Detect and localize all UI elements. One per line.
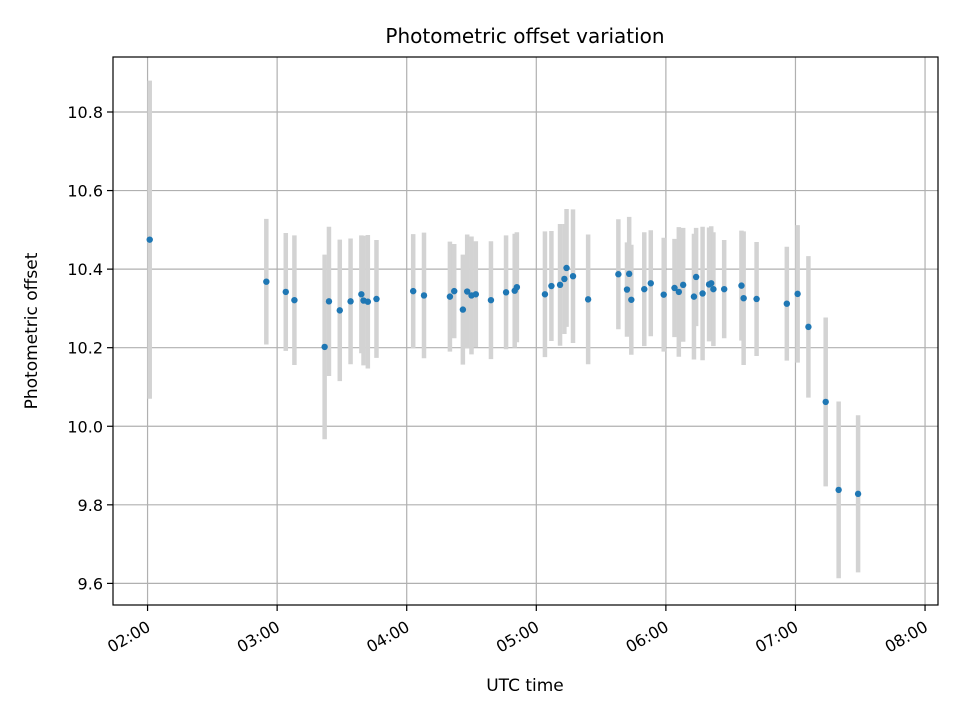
data-point <box>336 307 343 314</box>
data-point <box>641 285 648 293</box>
chart-title: Photometric offset variation <box>385 24 664 48</box>
data-point <box>699 290 706 297</box>
y-tick-label: 10.8 <box>67 103 103 122</box>
data-point <box>822 398 829 406</box>
data-point <box>675 288 683 296</box>
data-point <box>420 292 428 299</box>
data-point <box>584 296 592 303</box>
y-tick-label: 10.0 <box>67 417 103 436</box>
data-point <box>373 295 380 303</box>
data-point <box>358 291 365 298</box>
data-point <box>146 236 153 243</box>
data-point <box>625 270 633 278</box>
data-point <box>690 293 698 300</box>
data-point <box>794 290 801 298</box>
y-tick-label: 10.4 <box>67 260 103 279</box>
data-point <box>472 291 480 298</box>
data-point <box>615 271 622 278</box>
data-point <box>541 291 549 298</box>
x-axis-title: UTC time <box>486 676 564 696</box>
data-point <box>282 288 289 296</box>
plot-frame <box>112 56 939 606</box>
y-axis-title: Photometric offset <box>22 252 42 409</box>
data-point <box>502 289 510 296</box>
data-point <box>623 286 631 293</box>
data-point <box>459 306 467 313</box>
data-point <box>569 273 577 280</box>
data-point <box>783 300 791 307</box>
data-point <box>708 280 715 287</box>
data-point <box>835 486 842 494</box>
data-point <box>364 298 372 305</box>
data-point <box>451 287 458 295</box>
data-point <box>671 284 678 292</box>
data-point <box>556 281 564 289</box>
data-point <box>738 282 745 289</box>
data-point <box>647 280 654 287</box>
data-point <box>513 283 521 291</box>
data-point <box>679 281 687 289</box>
data-point <box>740 294 747 302</box>
data-point <box>660 291 667 298</box>
data-point <box>446 293 454 300</box>
y-tick-label: 9.8 <box>78 496 103 515</box>
data-point <box>409 287 417 295</box>
data-points <box>146 236 862 498</box>
data-point <box>561 275 568 283</box>
data-point <box>710 285 717 293</box>
data-point <box>854 490 862 498</box>
data-point <box>720 285 728 293</box>
y-tick-label: 9.6 <box>78 574 103 593</box>
data-point <box>692 273 700 281</box>
data-point <box>753 295 760 303</box>
y-tick-label: 10.6 <box>67 182 103 201</box>
data-point <box>347 298 354 305</box>
data-point <box>291 296 298 304</box>
data-point <box>263 278 270 285</box>
data-point <box>463 288 471 295</box>
data-point <box>548 282 555 290</box>
data-point <box>805 323 812 331</box>
data-point <box>628 296 635 303</box>
data-point <box>487 296 495 304</box>
data-point <box>563 264 570 272</box>
data-point <box>325 298 333 305</box>
y-tick-label: 10.2 <box>67 339 103 358</box>
data-point <box>321 343 328 351</box>
